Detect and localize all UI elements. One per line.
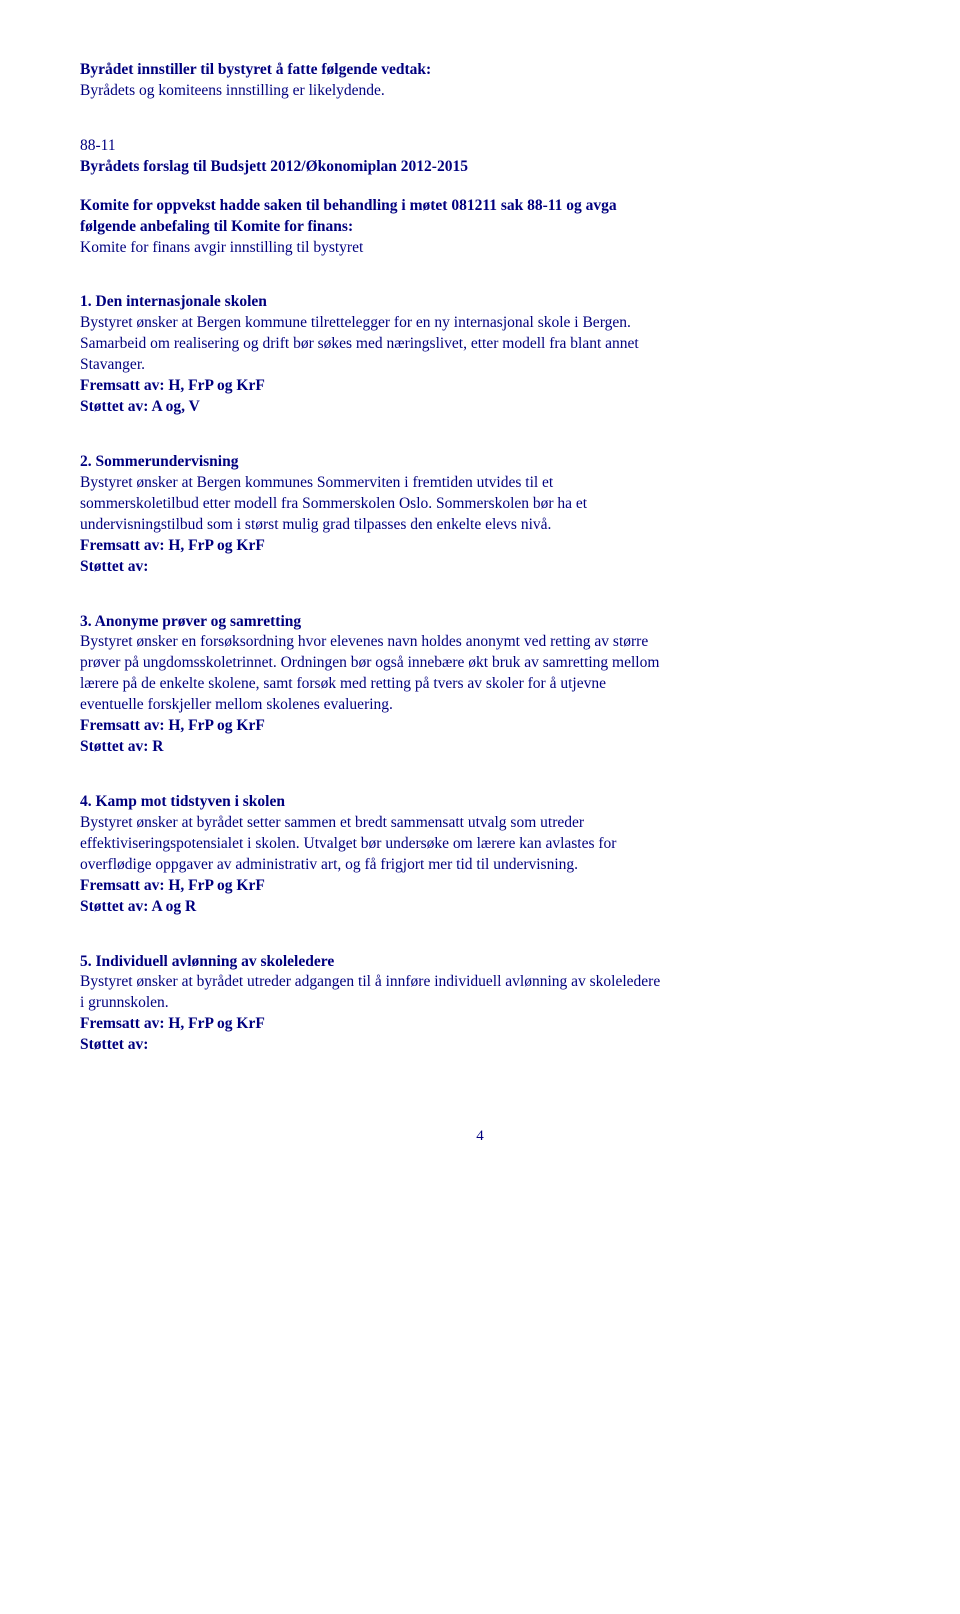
item-5-fremsatt: Fremsatt av: H, FrP og KrF	[80, 1014, 880, 1035]
item-4-body-l2: effektiviseringspotensialet i skolen. Ut…	[80, 834, 880, 855]
header-title: Byrådets forslag til Budsjett 2012/Økono…	[80, 157, 880, 178]
item-1-title: 1. Den internasjonale skolen	[80, 292, 880, 313]
header-l3: Komite for finans avgir innstilling til …	[80, 238, 880, 259]
item-5-stottet: Støttet av:	[80, 1035, 880, 1056]
item-2: 2. Sommerundervisning Bystyret ønsker at…	[80, 452, 880, 578]
item-4-title: 4. Kamp mot tidstyven i skolen	[80, 792, 880, 813]
item-3-body-l2: prøver på ungdomsskoletrinnet. Ordningen…	[80, 653, 880, 674]
item-2-body-l3: undervisningstilbud som i størst mulig g…	[80, 515, 880, 536]
intro-block: Byrådet innstiller til bystyret å fatte …	[80, 60, 880, 102]
item-2-fremsatt: Fremsatt av: H, FrP og KrF	[80, 536, 880, 557]
item-3-stottet: Støttet av: R	[80, 737, 880, 758]
item-1-body-l2: Samarbeid om realisering og drift bør sø…	[80, 334, 880, 355]
item-1-stottet: Støttet av: A og, V	[80, 397, 880, 418]
item-3-body-l3: lærere på de enkelte skolene, samt forsø…	[80, 674, 880, 695]
item-4: 4. Kamp mot tidstyven i skolen Bystyret …	[80, 792, 880, 918]
item-4-body-l3: overflødige oppgaver av administrativ ar…	[80, 855, 880, 876]
item-2-body-l1: Bystyret ønsker at Bergen kommunes Somme…	[80, 473, 880, 494]
page-number: 4	[80, 1126, 880, 1146]
item-3-fremsatt: Fremsatt av: H, FrP og KrF	[80, 716, 880, 737]
intro-line2: Byrådets og komiteens innstilling er lik…	[80, 81, 880, 102]
item-3: 3. Anonyme prøver og samretting Bystyret…	[80, 612, 880, 758]
item-1-body-l1: Bystyret ønsker at Bergen kommune tilret…	[80, 313, 880, 334]
intro-line1: Byrådet innstiller til bystyret å fatte …	[80, 60, 880, 81]
header-l2: følgende anbefaling til Komite for finan…	[80, 217, 880, 238]
item-3-title: 3. Anonyme prøver og samretting	[80, 612, 880, 633]
item-3-body-l4: eventuelle forskjeller mellom skolenes e…	[80, 695, 880, 716]
item-1-body-l3: Stavanger.	[80, 355, 880, 376]
item-1-fremsatt: Fremsatt av: H, FrP og KrF	[80, 376, 880, 397]
item-2-body-l2: sommerskoletilbud etter modell fra Somme…	[80, 494, 880, 515]
header-l1: Komite for oppvekst hadde saken til beha…	[80, 196, 880, 217]
item-2-title: 2. Sommerundervisning	[80, 452, 880, 473]
item-1: 1. Den internasjonale skolen Bystyret øn…	[80, 292, 880, 418]
item-5-body-l2: i grunnskolen.	[80, 993, 880, 1014]
item-5-title: 5. Individuell avlønning av skoleledere	[80, 952, 880, 973]
item-4-stottet: Støttet av: A og R	[80, 897, 880, 918]
item-5-body-l1: Bystyret ønsker at byrådet utreder adgan…	[80, 972, 880, 993]
case-number: 88-11	[80, 136, 880, 157]
item-3-body-l1: Bystyret ønsker en forsøksordning hvor e…	[80, 632, 880, 653]
item-2-stottet: Støttet av:	[80, 557, 880, 578]
header-block: 88-11 Byrådets forslag til Budsjett 2012…	[80, 136, 880, 259]
item-5: 5. Individuell avlønning av skoleledere …	[80, 952, 880, 1057]
item-4-body-l1: Bystyret ønsker at byrådet setter sammen…	[80, 813, 880, 834]
item-4-fremsatt: Fremsatt av: H, FrP og KrF	[80, 876, 880, 897]
